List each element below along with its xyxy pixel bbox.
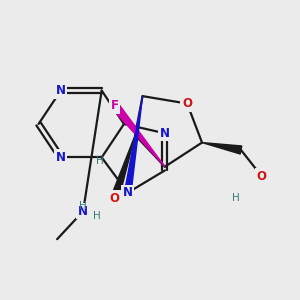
Polygon shape: [124, 96, 142, 193]
Text: H: H: [232, 193, 239, 203]
Polygon shape: [202, 142, 242, 154]
Text: N: N: [78, 205, 88, 218]
Text: F: F: [111, 99, 119, 112]
Text: N: N: [160, 127, 170, 140]
Text: H: H: [96, 156, 104, 166]
Text: H: H: [93, 211, 101, 221]
Polygon shape: [112, 103, 165, 167]
Text: O: O: [110, 192, 120, 205]
Text: O: O: [256, 169, 266, 182]
Text: N: N: [56, 151, 66, 164]
Text: H: H: [79, 201, 87, 211]
Text: N: N: [56, 84, 66, 97]
Polygon shape: [111, 135, 135, 200]
Text: O: O: [182, 97, 192, 110]
Text: N: N: [123, 186, 133, 199]
